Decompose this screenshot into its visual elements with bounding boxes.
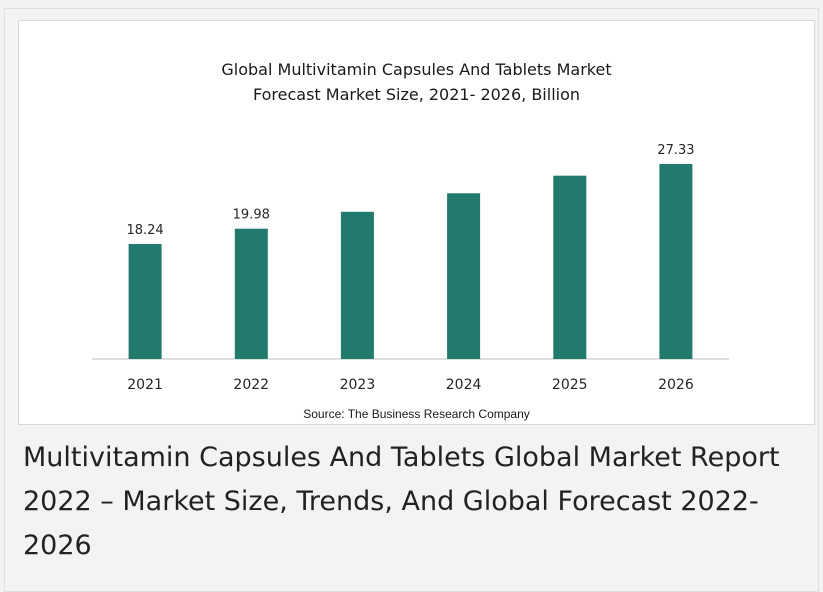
bar-2022 bbox=[234, 228, 268, 359]
report-caption[interactable]: Multivitamin Capsules And Tablets Global… bbox=[23, 442, 780, 561]
bar-2021 bbox=[128, 244, 162, 359]
report-card[interactable]: Global Multivitamin Capsules And Tablets… bbox=[4, 8, 819, 592]
x-tick-label-2024: 2024 bbox=[446, 377, 482, 393]
bar-2023 bbox=[340, 211, 374, 359]
data-label-2026: 27.33 bbox=[657, 143, 694, 158]
chart-title-line-2: Forecast Market Size, 2021- 2026, Billio… bbox=[252, 85, 581, 104]
data-label-2021: 18.24 bbox=[126, 223, 163, 238]
bar-chart: 18.24 2021 19.98 2022 2023 2024 2025 27.33 2026 bbox=[92, 143, 729, 393]
bar-2024 bbox=[447, 193, 481, 359]
chart-title-line-1: Global Multivitamin Capsules And Tablets… bbox=[221, 60, 612, 79]
bar-2026 bbox=[659, 164, 693, 359]
x-tick-label-2021: 2021 bbox=[127, 377, 163, 393]
x-tick-label-2023: 2023 bbox=[340, 377, 376, 393]
bar-2025 bbox=[553, 175, 587, 359]
x-tick-label-2026: 2026 bbox=[658, 377, 694, 393]
x-tick-label-2025: 2025 bbox=[552, 377, 588, 393]
chart-title: Global Multivitamin Capsules And Tablets… bbox=[19, 57, 814, 107]
chart-frame: Global Multivitamin Capsules And Tablets… bbox=[18, 20, 815, 425]
data-label-2022: 19.98 bbox=[233, 208, 270, 223]
chart-source: Source: The Business Research Company bbox=[303, 407, 530, 421]
x-tick-label-2022: 2022 bbox=[233, 377, 269, 393]
